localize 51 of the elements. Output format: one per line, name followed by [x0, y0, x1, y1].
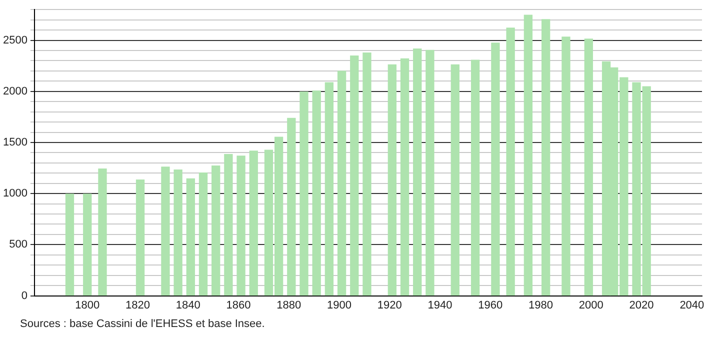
bar: [136, 179, 145, 296]
x-tick-label: 1860: [226, 299, 251, 312]
bar: [584, 38, 593, 296]
x-tick-label: 1800: [75, 299, 100, 312]
bar: [562, 36, 570, 296]
bar: [161, 166, 170, 296]
bar: [350, 55, 359, 296]
bar: [450, 64, 460, 296]
source-note: Sources : base Cassini de l'EHESS et base Insee.: [20, 318, 265, 330]
bar: [186, 178, 195, 296]
x-tick-label: 2000: [578, 299, 604, 312]
bar: [98, 168, 107, 296]
x-tick-label: 1840: [176, 299, 200, 312]
y-tick-label: 1500: [2, 136, 28, 149]
bar: [426, 50, 434, 296]
bar: [388, 64, 396, 296]
bar: [198, 172, 208, 296]
bar: [83, 194, 92, 296]
bar: [413, 48, 422, 296]
bar: [174, 170, 182, 296]
x-tick-label: 1960: [478, 299, 503, 312]
x-tick-label: 1940: [428, 299, 452, 312]
y-tick-label: 2500: [2, 34, 28, 46]
y-tick-label: 2000: [2, 85, 28, 98]
y-tick-label: 0: [21, 290, 28, 302]
bar: [249, 150, 258, 296]
bar: [287, 118, 296, 296]
x-tick-label: 1900: [327, 299, 352, 312]
bar: [362, 52, 372, 296]
y-tick-label: 500: [9, 238, 28, 251]
bar: [236, 156, 246, 296]
bar: [224, 154, 233, 296]
y-tick-label: 1000: [2, 188, 28, 200]
bar: [400, 58, 410, 296]
bar: [300, 92, 308, 296]
bar: [212, 166, 220, 296]
bar: [337, 70, 346, 296]
x-tick-label: 1920: [377, 299, 402, 312]
bar: [491, 42, 500, 296]
bar: [65, 194, 74, 296]
x-tick-label: 1880: [276, 299, 302, 312]
bar: [324, 82, 334, 296]
bar: [312, 90, 321, 296]
x-tick-label: 2040: [680, 299, 704, 312]
bar: [506, 28, 515, 296]
x-tick-label: 2020: [629, 299, 654, 312]
x-tick-label: 1820: [126, 299, 150, 312]
bar: [541, 19, 550, 296]
bar: [470, 60, 480, 296]
x-tick-label: 1980: [528, 299, 554, 312]
bar: [524, 14, 533, 296]
